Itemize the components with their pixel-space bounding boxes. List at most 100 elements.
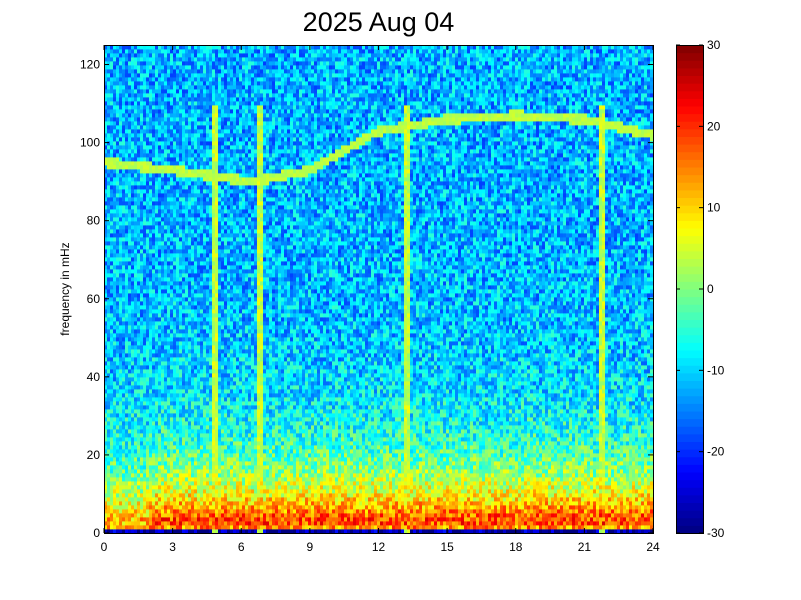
spectrogram-cell bbox=[647, 521, 651, 526]
spectrogram-cell bbox=[245, 489, 249, 494]
spectrogram-cell bbox=[584, 489, 588, 494]
spectrogram-cell bbox=[431, 445, 435, 450]
spectrogram-cell bbox=[308, 525, 312, 530]
spectrogram-cell bbox=[638, 449, 642, 454]
spectrogram-cell bbox=[239, 509, 243, 514]
spectrogram-cell bbox=[617, 529, 621, 534]
spectrogram-cell bbox=[515, 453, 519, 458]
spectrogram-cell bbox=[599, 489, 603, 494]
spectrogram-cell bbox=[437, 445, 441, 450]
spectrogram-cell bbox=[356, 437, 360, 442]
spectrogram-cell bbox=[218, 441, 222, 446]
spectrogram-cell bbox=[287, 437, 291, 442]
spectrogram-cell bbox=[623, 433, 627, 438]
spectrogram-cell bbox=[401, 445, 405, 450]
spectrogram-cell bbox=[203, 425, 207, 430]
spectrogram-cell bbox=[311, 517, 315, 522]
spectrogram-cell bbox=[350, 513, 354, 518]
spectrogram-cell bbox=[353, 449, 357, 454]
spectrogram-cell bbox=[164, 517, 168, 522]
spectrogram-cell bbox=[449, 513, 453, 518]
spectrogram-cell bbox=[134, 433, 138, 438]
spectrogram-cell bbox=[533, 429, 537, 434]
spectrogram-cell bbox=[554, 517, 558, 522]
spectrogram-cell bbox=[293, 521, 297, 526]
spectrogram-cell bbox=[593, 453, 597, 458]
spectrogram-cell bbox=[428, 509, 432, 514]
spectrogram-cell bbox=[173, 453, 177, 458]
spectrogram-cell bbox=[395, 445, 399, 450]
spectrogram-cell bbox=[455, 441, 459, 446]
spectrogram-cell bbox=[221, 489, 225, 494]
spectrogram-cell bbox=[353, 481, 357, 486]
spectrogram-cell bbox=[137, 453, 141, 458]
spectrogram-cell bbox=[317, 457, 321, 462]
spectrogram-cell bbox=[539, 497, 543, 502]
spectrogram-cell bbox=[443, 513, 447, 518]
spectrogram-cell bbox=[296, 521, 300, 526]
spectrogram-cell bbox=[284, 449, 288, 454]
spectrogram-cell bbox=[155, 449, 159, 454]
spectrogram-cell bbox=[509, 517, 513, 522]
spectrogram-cell bbox=[311, 429, 315, 434]
spectrogram-cell bbox=[380, 513, 384, 518]
spectrogram-cell bbox=[266, 489, 270, 494]
spectrogram-cell bbox=[638, 433, 642, 438]
spectrogram-cell bbox=[197, 465, 201, 470]
spectrogram-cell bbox=[278, 525, 282, 530]
spectrogram-cell bbox=[641, 469, 645, 474]
spectrogram-cell bbox=[143, 449, 147, 454]
spectrogram-cell bbox=[137, 489, 141, 494]
spectrogram-cell bbox=[260, 453, 264, 458]
spectrogram-cell bbox=[386, 441, 390, 446]
spectrogram-cell bbox=[563, 485, 567, 490]
spectrogram-cell bbox=[419, 525, 423, 530]
spectrogram-cell bbox=[281, 501, 285, 506]
spectrogram-cell bbox=[116, 513, 120, 518]
spectrogram-cell bbox=[620, 441, 624, 446]
spectrogram-cell bbox=[611, 497, 615, 502]
spectrogram-cell bbox=[557, 481, 561, 486]
spectrogram-cell bbox=[449, 469, 453, 474]
spectrogram-cell bbox=[116, 473, 120, 478]
spectrogram-cell bbox=[533, 433, 537, 438]
spectrogram-cell bbox=[221, 529, 225, 534]
spectrogram-cell bbox=[302, 493, 306, 498]
spectrogram-cell bbox=[359, 449, 363, 454]
spectrogram-cell bbox=[401, 489, 405, 494]
spectrogram-cell bbox=[584, 425, 588, 430]
spectrogram-cell bbox=[338, 437, 342, 442]
spectrogram-cell bbox=[128, 457, 132, 462]
spectrogram-cell bbox=[431, 449, 435, 454]
spectrogram-cell bbox=[629, 445, 633, 450]
spectrogram-cell bbox=[497, 521, 501, 526]
spectrogram-cell bbox=[647, 517, 651, 522]
spectrogram-cell bbox=[368, 501, 372, 506]
spectrogram-cell bbox=[422, 493, 426, 498]
spectrogram-cell bbox=[512, 513, 516, 518]
spectrogram-cell bbox=[239, 485, 243, 490]
spectrogram-cell bbox=[164, 429, 168, 434]
spectrogram-cell bbox=[110, 509, 114, 514]
spectrogram-cell bbox=[590, 457, 594, 462]
spectrogram-cell bbox=[224, 497, 228, 502]
spectrogram-cell bbox=[317, 509, 321, 514]
spectrogram-cell bbox=[254, 477, 258, 482]
spectrogram-cell bbox=[182, 513, 186, 518]
spectrogram-cell bbox=[422, 529, 426, 534]
spectrogram-cell bbox=[323, 493, 327, 498]
spectrogram-cell bbox=[560, 433, 564, 438]
spectrogram-cell bbox=[482, 437, 486, 442]
spectrogram-cell bbox=[185, 493, 189, 498]
spectrogram-cell bbox=[275, 445, 279, 450]
spectrogram-cell bbox=[500, 505, 504, 510]
spectrogram-cell bbox=[149, 473, 153, 478]
spectrogram-cell bbox=[212, 469, 216, 474]
spectrogram-cell bbox=[461, 489, 465, 494]
spectrogram-cell bbox=[410, 477, 414, 482]
spectrogram-cell bbox=[395, 425, 399, 430]
spectrogram-cell bbox=[383, 481, 387, 486]
spectrogram-cell bbox=[218, 513, 222, 518]
spectrogram-cell bbox=[509, 437, 513, 442]
spectrogram-cell bbox=[542, 465, 546, 470]
